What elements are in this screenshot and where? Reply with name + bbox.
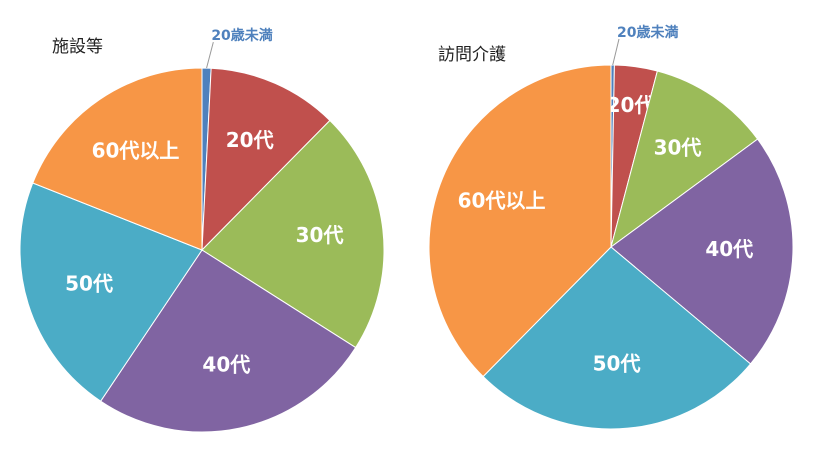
- pie-slice: [428, 64, 612, 378]
- pie-slice: [201, 67, 331, 252]
- data-label: 60代以上: [92, 139, 180, 163]
- data-label: 20歳未満: [617, 24, 678, 41]
- pie-slice: [201, 119, 385, 349]
- data-label: 30代: [654, 136, 702, 160]
- leader-line: [206, 41, 214, 69]
- pie-slice: [99, 249, 357, 433]
- data-label: 40代: [705, 237, 753, 261]
- data-label: 20歳未満: [211, 27, 272, 44]
- data-label: 50代: [593, 352, 641, 376]
- pie-slice: [610, 138, 794, 365]
- pie-slice: [482, 246, 752, 430]
- data-label: 60代以上: [458, 189, 546, 213]
- leader-line: [612, 38, 620, 66]
- data-label: 20代: [226, 128, 274, 152]
- data-label: 30代: [296, 223, 344, 247]
- data-label: 40代: [202, 352, 250, 376]
- pie-slice: [19, 182, 203, 402]
- pie-slice: [610, 70, 759, 249]
- chart-title: 施設等: [52, 37, 103, 57]
- data-label: 50代: [65, 272, 113, 296]
- chart-title: 訪問介護: [438, 45, 506, 65]
- pie-slice: [32, 67, 203, 251]
